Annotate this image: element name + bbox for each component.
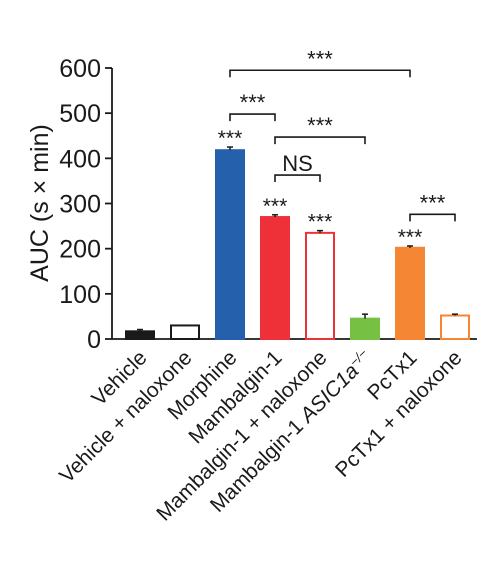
bars-group: *** *** *** *** [125,127,470,341]
bar-significance-label: *** [398,226,423,249]
bar-significance-label: *** [308,211,333,234]
comparison-bracket [229,113,276,122]
bar [440,314,470,341]
y-tick-label: 0 [87,326,101,354]
comparison-bracket [229,69,411,78]
comparison-bracket [274,174,321,183]
bar [260,216,290,340]
y-tick-label: 400 [59,145,101,173]
bar [305,231,335,341]
y-tick-label: 300 [59,191,101,219]
comparison-bracket [274,136,366,145]
y-tick-label: 100 [59,281,101,309]
y-tick-label: 500 [59,100,101,128]
y-axis: 0 100 200 300 400 500 600 [59,55,477,354]
bar [170,324,200,341]
comparison-bracket [409,213,456,222]
comparison-label: *** [307,113,333,138]
bar [350,317,380,340]
bar-significance-label: *** [263,195,288,218]
bar [215,149,245,340]
comparison-label: NS [282,151,313,176]
comparison-label: *** [420,190,446,215]
bar [395,246,425,340]
y-axis-label: AUC (s × min) [26,124,54,282]
bar-significance-label: *** [218,127,243,150]
comparison-label: *** [240,90,266,115]
bar [125,330,155,340]
y-tick-label: 600 [59,55,101,83]
comparison-brackets: *** *** *** NS *** [229,46,456,222]
y-tick-label: 200 [59,236,101,264]
comparison-label: *** [307,46,333,71]
